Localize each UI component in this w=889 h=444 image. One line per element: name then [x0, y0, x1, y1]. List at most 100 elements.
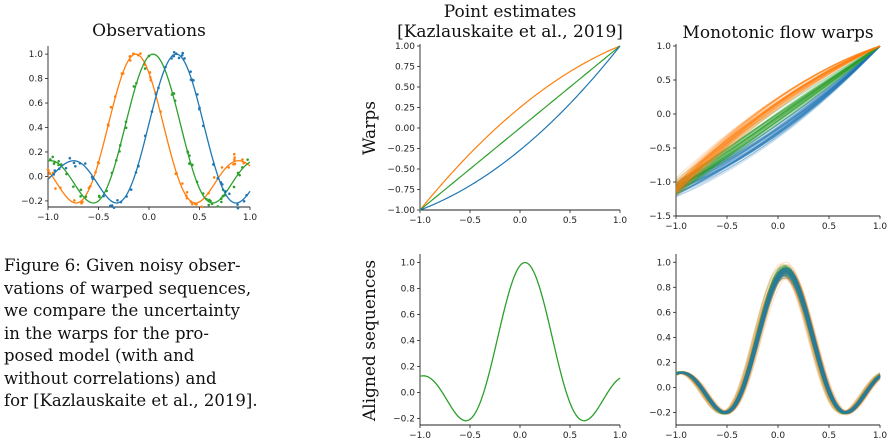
sample-line-green — [675, 45, 881, 191]
sample-line-orange — [675, 45, 881, 188]
sample-line-green — [675, 45, 881, 196]
sample-line-orange — [675, 45, 881, 191]
sample-line-green — [675, 274, 881, 413]
y-tick-label: 0.6 — [401, 311, 416, 321]
y-tick-label: 0.2 — [29, 148, 43, 158]
scatter-point-green — [57, 163, 60, 167]
sample-line-green — [675, 45, 881, 188]
sample-line-orange — [675, 45, 881, 192]
x-tick-label: 0.0 — [513, 216, 528, 226]
scatter-point-blue — [143, 134, 147, 138]
sample-line-blue — [675, 45, 881, 195]
sample-line-blue — [675, 45, 881, 196]
scatter-point-green — [79, 195, 82, 198]
sample-line-green — [675, 45, 881, 190]
sample-line-blue — [675, 45, 881, 198]
scatter-point-orange — [120, 72, 124, 75]
sample-line-orange — [675, 45, 881, 189]
y-tick-label: 0.0 — [29, 172, 44, 182]
sample-line-orange — [675, 274, 881, 413]
sample-line-orange — [675, 45, 881, 186]
scatter-point-green — [173, 99, 177, 103]
scatter-point-green — [51, 155, 55, 159]
x-tick-label: −0.5 — [88, 213, 110, 223]
sample-line-orange — [675, 274, 881, 413]
scatter-point-blue — [219, 181, 223, 184]
sample-line-green — [675, 275, 881, 413]
scatter-point-green — [65, 172, 68, 176]
sample-line-green — [675, 45, 881, 188]
sample-line-orange — [675, 271, 881, 414]
sample-line-green — [675, 45, 881, 184]
sample-line-green — [675, 45, 881, 184]
caption-line: Figure 6: Given noisy obser- — [4, 256, 241, 275]
scatter-point-orange — [96, 161, 100, 164]
sample-line-green — [675, 267, 881, 415]
scatter-point-green — [49, 158, 52, 161]
sample-line-blue — [675, 45, 881, 187]
sample-line-blue — [675, 45, 881, 184]
y-tick-label: 0.4 — [401, 337, 416, 347]
scatter-point-blue — [196, 93, 199, 96]
x-tick-label: 0.5 — [563, 431, 577, 441]
y-tick-label: −1.0 — [649, 178, 671, 188]
sample-line-blue — [675, 45, 881, 181]
y-axis-label: Aligned sequences — [360, 260, 380, 422]
scatter-point-blue — [236, 206, 240, 210]
scatter-point-blue — [236, 203, 239, 206]
sample-line-green — [675, 45, 881, 187]
caption-line: without correlations) and — [4, 368, 217, 388]
scatter-point-blue — [116, 198, 119, 202]
scatter-point-green — [188, 154, 191, 157]
sample-line-green — [675, 265, 881, 415]
series-line-blue — [47, 53, 251, 204]
y-tick-label: −0.5 — [649, 144, 671, 154]
sample-line-orange — [675, 263, 881, 416]
y-tick-label: 1.00 — [395, 42, 415, 52]
y-tick-label: 0.4 — [657, 333, 672, 343]
caption-line: in the warps for the pro- — [4, 323, 209, 343]
scatter-point-green — [147, 54, 151, 58]
scatter-point-orange — [233, 158, 236, 162]
scatter-point-blue — [177, 56, 181, 60]
scatter-point-blue — [91, 177, 95, 181]
x-tick-label: 0.5 — [822, 222, 836, 232]
sample-line-green — [675, 45, 881, 184]
scatter-point-green — [98, 195, 101, 199]
chart-title: Monotonic flow warps — [682, 23, 873, 43]
scatter-point-green — [241, 166, 244, 169]
sample-line-green — [675, 45, 881, 184]
scatter-point-blue — [53, 169, 57, 172]
sample-line-green — [675, 274, 881, 413]
sample-line-orange — [675, 45, 881, 193]
scatter-point-blue — [220, 183, 224, 186]
sample-line-blue — [675, 275, 881, 413]
sample-line-orange — [675, 45, 881, 189]
sample-line-orange — [675, 45, 881, 190]
scatter-point-blue — [137, 164, 140, 168]
y-tick-label: −1.00 — [387, 206, 415, 216]
scatter-point-orange — [81, 200, 84, 204]
scatter-point-orange — [47, 169, 50, 172]
sample-line-orange — [675, 273, 881, 413]
y-tick-label: 0.6 — [657, 308, 672, 318]
scatter-point-orange — [233, 162, 237, 166]
scatter-point-green — [207, 203, 211, 207]
scatter-point-orange — [241, 158, 244, 161]
sample-line-blue — [675, 273, 881, 413]
sample-line-green — [675, 45, 881, 187]
sample-line-blue — [675, 45, 881, 196]
scatter-point-blue — [198, 106, 201, 110]
sample-line-orange — [675, 45, 881, 193]
sample-line-green — [675, 45, 881, 190]
sample-line-blue — [675, 45, 881, 190]
x-tick-label: 0.0 — [513, 431, 528, 441]
scatter-point-blue — [109, 204, 112, 208]
scatter-point-blue — [57, 167, 61, 171]
sample-line-orange — [675, 45, 881, 191]
sample-line-blue — [675, 45, 881, 194]
sample-line-blue — [675, 45, 881, 192]
sample-line-blue — [675, 274, 881, 413]
sample-line-blue — [675, 45, 881, 191]
